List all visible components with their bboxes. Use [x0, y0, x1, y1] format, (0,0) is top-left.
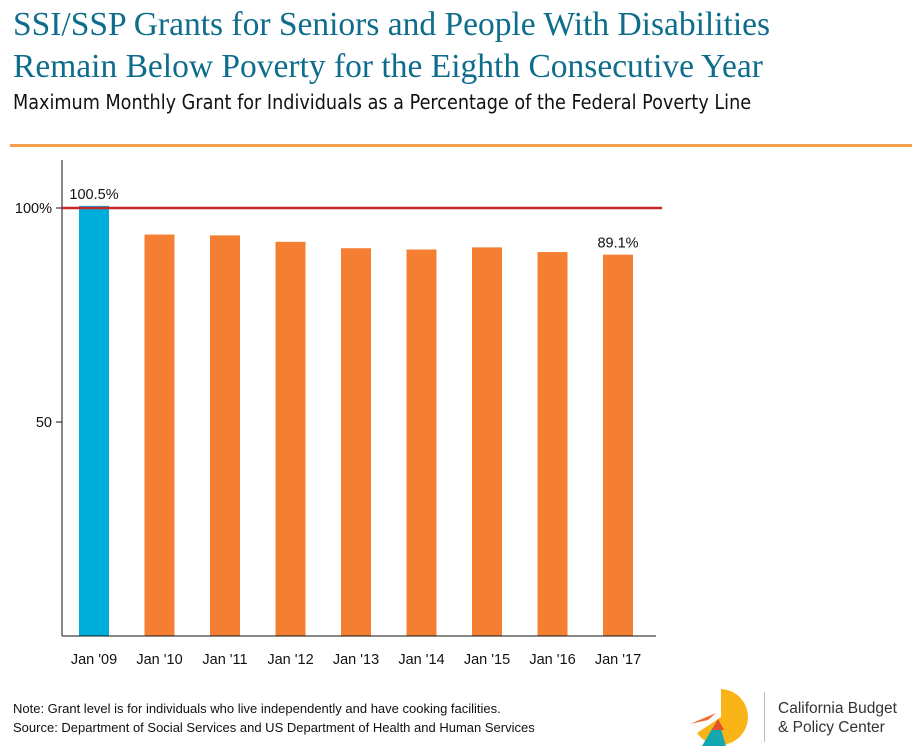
source-text: Source: Department of Social Services an…	[13, 719, 535, 735]
bar-3	[275, 241, 306, 636]
bar-5	[406, 249, 437, 636]
x-tick-label: Jan '10	[136, 652, 182, 668]
logo-line-1: California Budget	[778, 700, 897, 717]
bar-1	[144, 234, 175, 636]
logo-separator	[764, 692, 765, 742]
chart-title: SSI/SSP Grants for Seniors and People Wi…	[13, 4, 913, 88]
logo-line-2: & Policy Center	[778, 719, 885, 736]
organization-logo: California Budget & Policy Center	[688, 686, 914, 748]
bar-8	[603, 254, 633, 636]
y-tick-label: 100%	[15, 201, 52, 217]
x-tick-label: Jan '14	[398, 652, 444, 668]
bar-chart: Jan '09 Jan '10 Jan '11 Jan '12 Jan '13 Jan '…	[15, 160, 662, 668]
bar-6	[472, 247, 502, 636]
bar-7	[537, 252, 568, 637]
x-tick-label: Jan '09	[71, 652, 117, 668]
title-line-1: SSI/SSP Grants for Seniors and People Wi…	[13, 6, 771, 43]
x-tick-label: Jan '12	[267, 652, 313, 668]
bar-4	[341, 248, 371, 636]
chart-subtitle: Maximum Monthly Grant for Individuals as…	[13, 90, 752, 114]
compass-arrow-logo-icon	[690, 689, 748, 746]
x-tick-label: Jan '11	[202, 652, 247, 668]
footnotes: Note: Grant level is for individuals who…	[13, 700, 535, 737]
x-tick-label: Jan '17	[595, 652, 641, 668]
x-tick-label: Jan '15	[464, 652, 510, 668]
y-tick-label: 50	[36, 415, 52, 431]
bar-2	[210, 235, 240, 636]
note-text: Note: Grant level is for individuals who…	[13, 701, 501, 716]
logo-wordmark: California Budget & Policy Center	[778, 699, 897, 737]
data-label: 89.1%	[597, 236, 638, 252]
title-line-2: Remain Below Poverty for the Eighth Cons…	[13, 48, 763, 85]
accent-divider	[10, 144, 912, 147]
x-tick-label: Jan '16	[529, 652, 575, 668]
x-tick-label: Jan '13	[333, 652, 379, 668]
bar-0	[79, 205, 109, 637]
data-label: 100.5%	[69, 187, 118, 203]
